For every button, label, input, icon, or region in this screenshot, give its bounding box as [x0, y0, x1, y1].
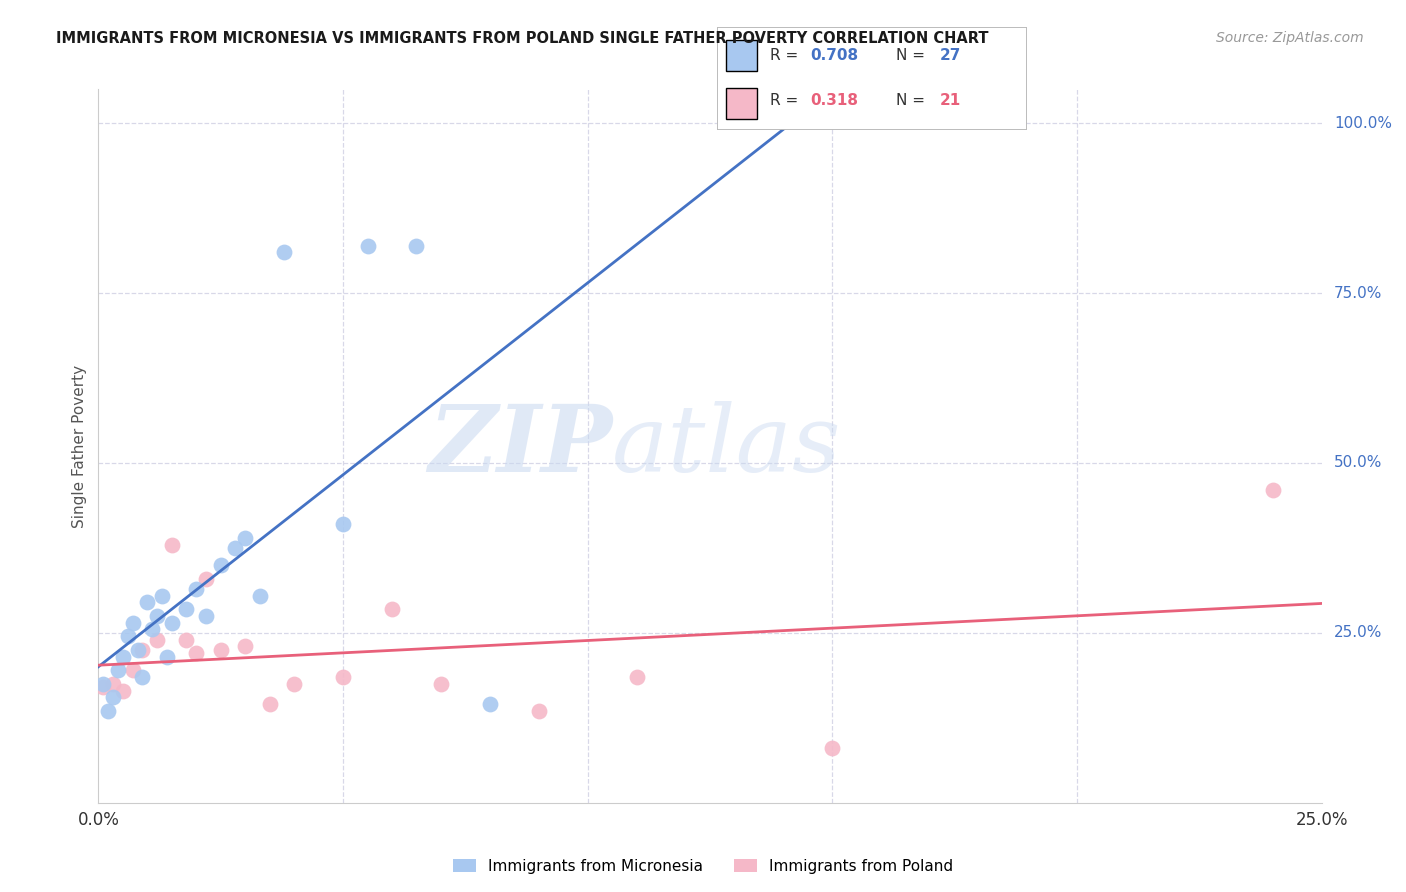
Text: 50.0%: 50.0% — [1334, 456, 1382, 470]
Point — [176, 632, 198, 647]
Point — [430, 677, 453, 691]
FancyBboxPatch shape — [727, 40, 758, 70]
Point — [195, 608, 218, 623]
Point — [209, 643, 232, 657]
Point — [381, 602, 404, 616]
Text: N =: N = — [897, 93, 931, 108]
Point — [478, 698, 501, 712]
Text: IMMIGRANTS FROM MICRONESIA VS IMMIGRANTS FROM POLAND SINGLE FATHER POVERTY CORRE: IMMIGRANTS FROM MICRONESIA VS IMMIGRANTS… — [56, 31, 988, 46]
Point — [121, 615, 143, 630]
Point — [273, 245, 295, 260]
Point — [356, 238, 378, 252]
Point — [259, 698, 281, 712]
Legend: Immigrants from Micronesia, Immigrants from Poland: Immigrants from Micronesia, Immigrants f… — [447, 853, 959, 880]
Point — [160, 537, 183, 551]
Text: 21: 21 — [939, 93, 962, 108]
Point — [160, 615, 183, 630]
Point — [195, 572, 218, 586]
Text: ZIP: ZIP — [427, 401, 612, 491]
Point — [209, 558, 232, 572]
Point — [150, 589, 173, 603]
Point — [527, 704, 550, 718]
Point — [233, 640, 256, 654]
Point — [101, 690, 124, 705]
Point — [121, 663, 143, 677]
Text: 27: 27 — [939, 48, 962, 63]
Point — [127, 643, 149, 657]
Point — [233, 531, 256, 545]
Point — [146, 608, 169, 623]
Text: 75.0%: 75.0% — [1334, 285, 1382, 301]
FancyBboxPatch shape — [727, 88, 758, 119]
Point — [405, 238, 427, 252]
Point — [91, 677, 114, 691]
Point — [136, 595, 159, 609]
Text: atlas: atlas — [612, 401, 842, 491]
Text: N =: N = — [897, 48, 931, 63]
Text: 25.0%: 25.0% — [1334, 625, 1382, 640]
Point — [111, 683, 134, 698]
Point — [146, 632, 169, 647]
Point — [101, 677, 124, 691]
Point — [1261, 483, 1284, 498]
Y-axis label: Single Father Poverty: Single Father Poverty — [72, 365, 87, 527]
Point — [249, 589, 271, 603]
Text: 0.318: 0.318 — [810, 93, 858, 108]
Text: R =: R = — [769, 93, 803, 108]
Text: Source: ZipAtlas.com: Source: ZipAtlas.com — [1216, 31, 1364, 45]
Point — [332, 670, 354, 684]
Text: R =: R = — [769, 48, 803, 63]
Point — [332, 517, 354, 532]
Point — [131, 643, 153, 657]
Point — [186, 582, 208, 596]
Point — [224, 541, 246, 555]
Point — [186, 646, 208, 660]
Point — [91, 680, 114, 694]
Point — [176, 602, 198, 616]
Point — [141, 623, 163, 637]
Text: 0.708: 0.708 — [810, 48, 858, 63]
Point — [107, 663, 129, 677]
Point — [117, 629, 139, 643]
Point — [97, 704, 120, 718]
Point — [626, 670, 648, 684]
Point — [156, 649, 179, 664]
Point — [283, 677, 305, 691]
Point — [111, 649, 134, 664]
Point — [131, 670, 153, 684]
Text: 100.0%: 100.0% — [1334, 116, 1392, 131]
Point — [821, 741, 844, 756]
